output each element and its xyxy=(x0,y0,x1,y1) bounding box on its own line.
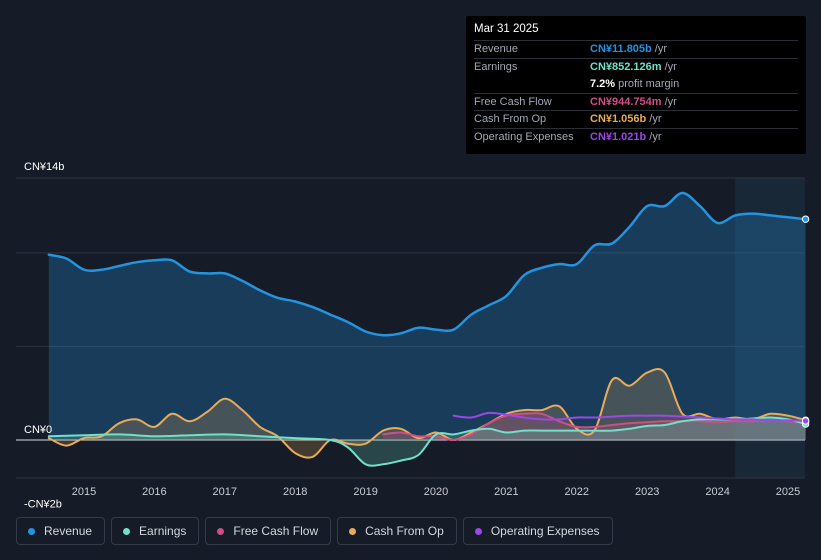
tooltip-date: Mar 31 2025 xyxy=(474,23,539,35)
tooltip-row-value: CN¥11.805b xyxy=(590,43,652,55)
legend-label: Earnings xyxy=(139,524,187,538)
tooltip: Mar 31 2025 Revenue CN¥11.805b/yr Earnings… xyxy=(466,16,806,154)
series-end-point-operating-expenses xyxy=(801,417,810,425)
tooltip-row: Revenue CN¥11.805b/yr xyxy=(474,40,798,58)
y-axis-label: CN¥14b xyxy=(24,161,64,173)
tooltip-row-unit: profit margin xyxy=(618,78,680,90)
tooltip-row-label: Earnings xyxy=(474,60,518,73)
series-end-point-revenue xyxy=(801,215,810,223)
x-axis-tick-label: 2016 xyxy=(142,486,166,498)
series-line-earnings xyxy=(47,416,807,467)
legend-item-cash-from-op[interactable]: Cash From Op xyxy=(337,517,457,545)
legend-dot-icon xyxy=(123,527,131,535)
tooltip-row: Cash From Op CN¥1.056b/yr xyxy=(474,110,798,128)
tooltip-row-unit: /yr xyxy=(649,130,662,143)
tooltip-row-value: CN¥1.021b xyxy=(590,130,647,143)
legend-item-operating-expenses[interactable]: Operating Expenses xyxy=(462,517,613,545)
tooltip-row-unit: /yr xyxy=(664,95,677,108)
series-line-operating-expenses xyxy=(452,411,807,422)
series-area-revenue xyxy=(48,193,806,440)
x-axis-tick-label: 2017 xyxy=(213,486,237,498)
legend-dot-icon xyxy=(474,527,482,535)
x-axis-tick-label: 2019 xyxy=(353,486,377,498)
x-axis-tick-label: 2025 xyxy=(776,486,800,498)
series-ends xyxy=(801,215,810,428)
tooltip-rows: Revenue CN¥11.805b/yr Earnings CN¥852.126m /… xyxy=(474,40,798,145)
x-axis-ticks: 2015 2016 2017 2018 2019 2020 2021 2022 2023 2024… xyxy=(72,486,800,498)
series-line-revenue xyxy=(47,191,807,337)
legend-label: Cash From Op xyxy=(365,524,444,538)
forecast-region xyxy=(735,178,805,478)
tooltip-row-label: Revenue xyxy=(474,43,519,55)
tooltip-row-label: Free Cash Flow xyxy=(474,95,552,108)
tooltip-row-unit: /yr xyxy=(664,60,677,73)
tooltip-row-unit: /yr xyxy=(654,43,667,55)
series-area-free-cash-flow xyxy=(383,413,806,441)
series-line-free-cash-flow xyxy=(382,412,807,442)
tooltip-row: Earnings CN¥852.126m/yr xyxy=(474,57,798,76)
legend-item-earnings[interactable]: Earnings xyxy=(111,517,200,545)
x-axis-tick-label: 2015 xyxy=(72,486,96,498)
tooltip-row: 7.2% profit margin xyxy=(474,75,798,93)
tooltip-row-label: Operating Expenses xyxy=(474,130,574,143)
series-area-earnings xyxy=(48,417,806,466)
legend-dot-icon xyxy=(28,527,35,535)
y-axis-labels: CN¥14b CN¥0 -CN¥2b xyxy=(24,161,64,510)
tooltip-row: Operating Expenses CN¥1.021b/yr xyxy=(474,127,798,146)
y-axis-label: CN¥0 xyxy=(24,424,52,436)
legend-label: Revenue xyxy=(44,524,93,538)
tooltip-row-value: 7.2% xyxy=(590,78,616,90)
tooltip-row-unit: /yr xyxy=(649,113,662,125)
x-axis-tick-label: 2023 xyxy=(635,486,659,498)
x-axis-tick-label: 2024 xyxy=(705,486,729,498)
tooltip-row-label: Cash From Op xyxy=(474,113,547,125)
legend-dot-icon xyxy=(349,527,357,535)
x-axis-tick-label: 2021 xyxy=(494,486,518,498)
tooltip-row-value: CN¥944.754m xyxy=(590,95,662,108)
legend-item-revenue[interactable]: Revenue xyxy=(16,517,106,545)
legend-label: Free Cash Flow xyxy=(233,524,319,538)
legend: Revenue Earnings Free Cash Flow Cash From O… xyxy=(16,517,613,545)
x-axis-tick-label: 2020 xyxy=(424,486,448,498)
series-lines xyxy=(47,191,807,467)
legend-label: Operating Expenses xyxy=(490,524,600,538)
legend-dot-icon xyxy=(217,527,225,535)
x-axis-tick-label: 2018 xyxy=(283,486,307,498)
tooltip-row-value: CN¥852.126m xyxy=(590,60,662,73)
gridlines xyxy=(16,177,805,479)
x-axis-tick-label: 2022 xyxy=(565,486,589,498)
tooltip-row: Free Cash Flow CN¥944.754m/yr xyxy=(474,92,798,111)
tooltip-row-value: CN¥1.056b xyxy=(590,113,647,125)
y-axis-label: -CN¥2b xyxy=(24,498,62,510)
legend-item-free-cash-flow[interactable]: Free Cash Flow xyxy=(205,517,332,545)
